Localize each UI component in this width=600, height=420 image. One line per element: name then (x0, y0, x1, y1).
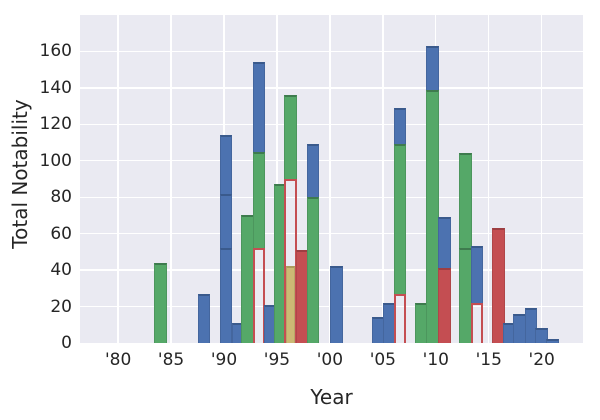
bar-segment (470, 246, 484, 303)
bar-segment (426, 45, 439, 90)
y-tick-label: 160 (39, 41, 72, 62)
bar-segment (306, 144, 320, 198)
bar-segment (330, 266, 343, 343)
bar-segment (438, 217, 451, 269)
bar-segment (306, 197, 320, 343)
bar-segment (219, 193, 233, 249)
bar-outline-segment (284, 179, 297, 343)
gridline-vertical (329, 15, 331, 343)
x-tick-label: '15 (475, 350, 502, 370)
plot-area (80, 15, 583, 343)
y-tick-label: 100 (39, 150, 72, 171)
bar-segment (513, 313, 526, 343)
y-tick-label: 80 (50, 187, 72, 208)
x-tick-label: '90 (210, 350, 238, 370)
gridline-vertical (488, 15, 490, 343)
bar-segment (241, 215, 254, 343)
bar-outline-segment (393, 293, 407, 343)
bar-segment (459, 153, 472, 249)
bar-segment (459, 248, 472, 343)
bar-segment (252, 151, 266, 249)
gridline-vertical (382, 15, 384, 343)
gridline-vertical (170, 15, 172, 343)
bar-segment (546, 339, 559, 343)
bar-segment (393, 144, 407, 294)
y-tick-label: 0 (61, 333, 72, 353)
y-tick-label: 20 (50, 296, 72, 317)
bar-segment (492, 228, 505, 343)
x-tick-label: '20 (528, 350, 555, 370)
x-tick-label: '80 (104, 350, 132, 370)
gridline-vertical (117, 15, 119, 343)
bar-segment (286, 266, 295, 343)
bar-segment (426, 89, 439, 343)
bar-outline-segment (470, 302, 484, 343)
y-tick-label: 140 (39, 77, 72, 98)
bar-segment (154, 262, 167, 343)
bar-segment (252, 62, 266, 152)
bar-segment (524, 308, 538, 343)
gridline-horizontal (80, 160, 583, 162)
y-tick-label: 120 (39, 114, 72, 135)
gridline-vertical (541, 15, 543, 343)
gridline-horizontal (80, 87, 583, 89)
x-axis-label: Year (310, 385, 353, 409)
x-tick-label: '00 (316, 350, 344, 370)
bar-segment (197, 293, 211, 343)
gridline-horizontal (80, 232, 583, 235)
bar-segment (219, 248, 233, 343)
gridline-horizontal (80, 50, 583, 53)
x-tick-label: '85 (157, 350, 185, 370)
bar-segment (535, 328, 548, 343)
gridline-vertical (276, 15, 278, 343)
y-tick-label: 40 (50, 260, 72, 281)
x-tick-label: '05 (369, 350, 396, 370)
bar-outline-segment (252, 248, 266, 343)
bar-segment (219, 135, 233, 194)
x-tick-label: '10 (422, 350, 449, 370)
x-tick-label: '95 (263, 350, 291, 370)
gridline-horizontal (80, 123, 583, 126)
y-tick-label: 60 (50, 223, 72, 244)
bar-segment (284, 95, 297, 179)
gridline-horizontal (80, 196, 583, 198)
bar-segment (414, 302, 428, 343)
bar-segment (438, 268, 451, 343)
bar-segment (393, 107, 407, 145)
